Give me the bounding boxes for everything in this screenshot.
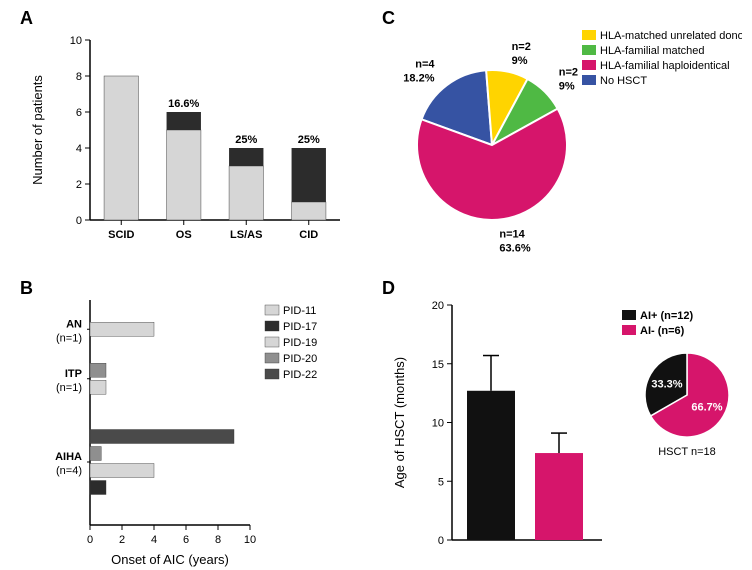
panel-c-chart: n=4 18.2% n=2 9% n=2 9% n=14 63.6% HLA-matched u… — [382, 15, 742, 275]
svg-text:5: 5 — [438, 476, 444, 488]
svg-text:OS: OS — [176, 229, 192, 241]
svg-text:AI+ (n=12): AI+ (n=12) — [640, 310, 694, 322]
svg-text:9%: 9% — [559, 80, 575, 92]
svg-text:4: 4 — [76, 143, 82, 155]
svg-text:PID-20: PID-20 — [283, 353, 317, 365]
svg-text:n=2: n=2 — [559, 66, 578, 78]
bar-light — [167, 130, 201, 220]
hbar — [90, 464, 154, 478]
legend-swatch — [265, 321, 279, 331]
bar-dark — [167, 112, 201, 130]
svg-text:2: 2 — [119, 534, 125, 546]
svg-text:20: 20 — [432, 300, 444, 312]
svg-text:18.2%: 18.2% — [403, 72, 434, 84]
svg-text:HLA-matched unrelated donor: HLA-matched unrelated donor — [600, 30, 742, 42]
bar-light — [229, 166, 263, 220]
legend-swatch — [265, 337, 279, 347]
panel-d-chart: 0 5 10 15 20 Age of HSCT (months) AI+ (n=12) AI… — [382, 290, 742, 570]
svg-text:SCID: SCID — [108, 229, 134, 241]
svg-text:0: 0 — [87, 534, 93, 546]
legend-swatch — [582, 75, 596, 85]
bar — [467, 391, 515, 540]
svg-text:9%: 9% — [512, 55, 528, 67]
svg-text:66.7%: 66.7% — [691, 402, 722, 414]
svg-text:No HSCT: No HSCT — [600, 75, 647, 87]
bar-dark — [229, 148, 263, 166]
legend-swatch — [265, 305, 279, 315]
svg-text:PID-17: PID-17 — [283, 321, 317, 333]
legend-swatch — [622, 310, 636, 320]
svg-text:33.3%: 33.3% — [651, 378, 682, 390]
hbar — [90, 380, 106, 394]
svg-text:PID-22: PID-22 — [283, 369, 317, 381]
svg-text:Number of patients: Number of patients — [30, 75, 45, 185]
hbar — [90, 447, 101, 461]
svg-text:LS/AS: LS/AS — [230, 229, 262, 241]
svg-text:ITP: ITP — [65, 368, 82, 380]
svg-text:AIHA: AIHA — [55, 451, 82, 463]
legend-swatch — [265, 353, 279, 363]
svg-text:2: 2 — [76, 179, 82, 191]
svg-text:15: 15 — [432, 359, 444, 371]
bar-dark — [292, 148, 326, 202]
svg-text:Age of HSCT (months): Age of HSCT (months) — [392, 357, 407, 488]
bar-light — [104, 76, 138, 220]
hbar — [90, 322, 154, 336]
hbar — [90, 363, 106, 377]
svg-text:10: 10 — [432, 418, 444, 430]
svg-text:HSCT n=18: HSCT n=18 — [658, 446, 716, 458]
svg-text:6: 6 — [183, 534, 189, 546]
svg-text:n=14: n=14 — [499, 229, 525, 241]
hbar — [90, 430, 234, 444]
svg-text:25%: 25% — [235, 134, 257, 146]
bar-light — [292, 202, 326, 220]
svg-text:n=4: n=4 — [415, 58, 435, 70]
legend-swatch — [582, 60, 596, 70]
svg-text:(n=1): (n=1) — [56, 332, 82, 344]
svg-text:63.6%: 63.6% — [499, 243, 530, 255]
svg-text:4: 4 — [151, 534, 157, 546]
bar — [535, 453, 583, 540]
svg-text:0: 0 — [438, 535, 444, 547]
svg-text:Onset of AIC (years): Onset of AIC (years) — [111, 552, 229, 567]
svg-text:8: 8 — [76, 71, 82, 83]
svg-text:(n=4): (n=4) — [56, 465, 82, 477]
panel-b-chart: 0 2 4 6 8 10 Onset of AIC (years) AN (n=1) ITP (n=… — [20, 290, 380, 570]
svg-text:PID-19: PID-19 — [283, 337, 317, 349]
svg-text:10: 10 — [244, 534, 256, 546]
legend-swatch — [582, 30, 596, 40]
svg-text:8: 8 — [215, 534, 221, 546]
svg-text:n=2: n=2 — [512, 41, 531, 53]
legend-swatch — [622, 325, 636, 335]
svg-text:16.6%: 16.6% — [168, 98, 199, 110]
legend-swatch — [582, 45, 596, 55]
svg-text:AN: AN — [66, 318, 82, 330]
svg-text:PID-11: PID-11 — [283, 305, 316, 317]
svg-text:25%: 25% — [298, 134, 320, 146]
legend-swatch — [265, 369, 279, 379]
svg-text:HLA-familial matched: HLA-familial matched — [600, 45, 705, 57]
svg-text:HLA-familial haploidentical: HLA-familial haploidentical — [600, 60, 730, 72]
panel-a-chart: 0 2 4 6 8 10 Number of patients SCID OS 16.6% LS/A… — [20, 20, 360, 270]
svg-text:0: 0 — [76, 215, 82, 227]
svg-text:(n=1): (n=1) — [56, 382, 82, 394]
hbar — [90, 481, 106, 495]
svg-text:10: 10 — [70, 35, 82, 47]
svg-text:AI- (n=6): AI- (n=6) — [640, 325, 685, 337]
svg-text:6: 6 — [76, 107, 82, 119]
svg-text:CID: CID — [299, 229, 318, 241]
